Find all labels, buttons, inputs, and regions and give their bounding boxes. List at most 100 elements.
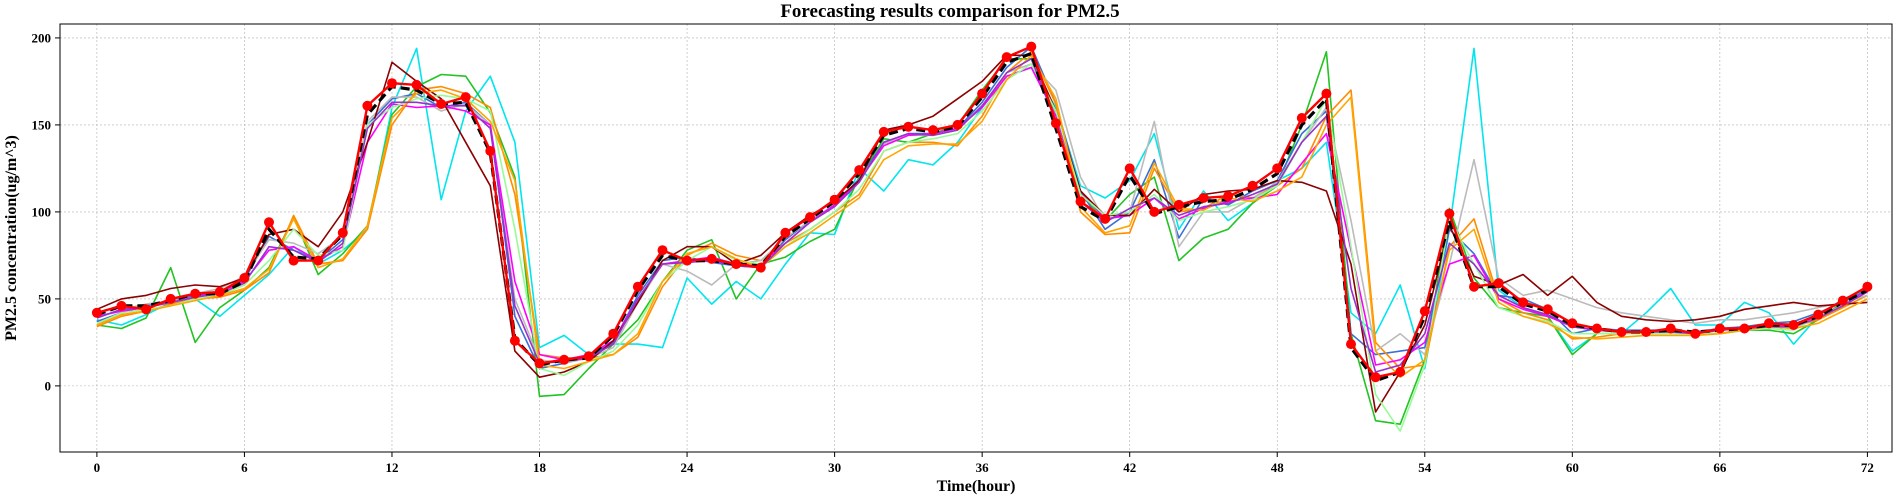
actual-point [362,100,373,111]
actual-point [1124,163,1135,174]
actual-point [1591,323,1602,334]
actual-point [1616,327,1627,337]
series-line-5 [96,50,1868,370]
actual-point [1026,41,1037,52]
actual-point [1272,163,1283,174]
x-tick-label: 30 [828,460,841,475]
actual-point [214,286,225,297]
actual-point [755,262,766,273]
plot-background [60,24,1892,452]
actual-point [559,354,570,365]
grid [60,24,1892,452]
actual-point [583,351,594,362]
actual-point [1739,323,1750,334]
y-axis-ticks: 0 50 100 150 200 [32,30,60,393]
actual-point [1149,206,1160,217]
actual-point [534,358,545,369]
actual-point [1837,295,1848,306]
actual-point [1419,306,1430,317]
x-tick-label: 24 [681,460,695,475]
series-line-10 [96,54,1868,379]
x-tick-label: 48 [1271,460,1285,475]
actual-point [1346,339,1356,350]
actual-point [91,307,102,318]
x-tick-label: 6 [241,460,248,475]
actual-point [1100,213,1111,224]
actual-point [436,99,447,109]
actual-point [977,88,988,99]
actual-point [1247,180,1258,191]
x-tick-label: 0 [94,460,101,475]
actual-point [928,125,938,136]
actual-point [141,304,152,315]
actual-point [1690,328,1701,339]
x-tick-label: 12 [385,460,398,475]
actual-point [706,253,717,264]
x-axis-ticks: 0 6 12 18 24 30 36 42 48 54 60 66 72 [94,452,1874,475]
actual-point [1050,118,1061,129]
actual-point [1542,304,1553,315]
actual-markers [91,41,1873,383]
actual-point [264,217,274,228]
actual-point [805,212,815,223]
y-tick-label: 0 [45,378,52,393]
series-line-9 [96,63,1868,432]
x-tick-label: 60 [1566,460,1579,475]
actual-point [829,194,840,205]
x-tick-label: 42 [1123,460,1136,475]
y-tick-label: 150 [32,117,52,132]
actual-point [288,255,299,266]
actual-point [1444,208,1455,219]
actual-point [1223,191,1234,202]
actual-point [165,293,176,304]
actual-point [632,281,643,292]
actual-point [1370,372,1381,383]
actual-point [411,79,422,90]
actual-point [116,300,127,311]
y-tick-label: 200 [32,30,52,45]
actual-point [1788,320,1799,330]
actual-point [1813,309,1824,320]
actual-point [1862,281,1873,292]
actual-point [878,126,889,137]
actual-point [460,92,471,103]
chart-title: Forecasting results comparison for PM2.5 [780,1,1120,22]
actual-point [1518,297,1529,308]
actual-point [952,119,963,130]
actual-point [1764,318,1774,329]
actual-point [190,288,201,299]
actual-point [1001,52,1012,63]
actual-point [1714,323,1725,334]
actual-point [731,259,742,270]
actual-point [1173,199,1184,210]
x-axis-label: Time(hour) [937,478,1016,495]
actual-point [313,255,324,266]
actual-point [1469,281,1479,292]
x-tick-label: 66 [1713,460,1727,475]
actual-point [682,255,693,266]
actual-point [337,227,348,238]
actual-point [485,146,496,156]
actual-point [1075,196,1086,207]
actual-point [1198,193,1209,203]
actual-point [509,335,520,346]
actual-point [1493,278,1504,289]
series-line-8 [96,54,1868,413]
actual-point [657,245,668,256]
actual-point [1296,113,1307,123]
actual-point [780,227,791,238]
actual-point [854,165,865,176]
y-axis-label: PM2.5 concentration(ug/m^3) [3,135,20,341]
actual-point [1395,367,1406,377]
y-tick-label: 100 [32,204,52,219]
x-tick-label: 72 [1861,460,1874,475]
actual-point [387,78,397,89]
actual-point [1567,318,1578,329]
actual-point [608,328,619,339]
actual-point [903,121,914,132]
x-tick-label: 18 [533,460,547,475]
y-tick-label: 50 [38,291,51,306]
x-tick-label: 54 [1418,460,1432,475]
plot-frame [59,23,1893,453]
